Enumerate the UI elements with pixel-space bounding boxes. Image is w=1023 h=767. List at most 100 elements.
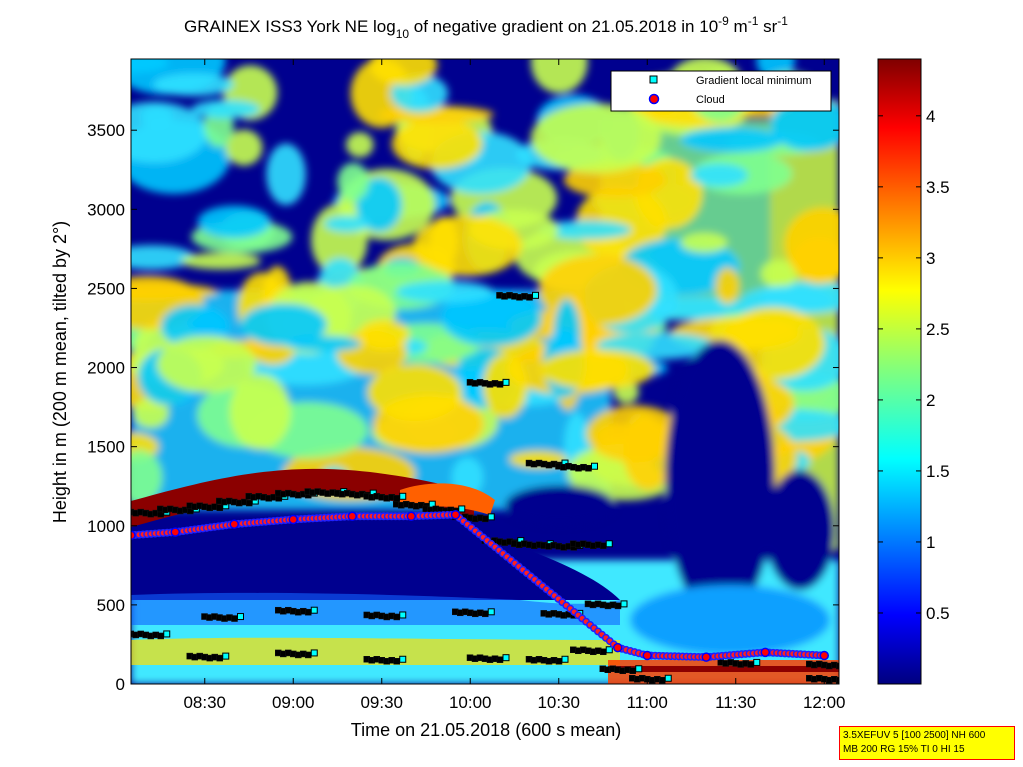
minimum-marker-highlight bbox=[458, 505, 466, 513]
minimum-marker bbox=[246, 499, 253, 507]
heatmap-patch bbox=[225, 129, 263, 166]
x-tick-label: 09:30 bbox=[360, 693, 403, 712]
heatmap-patch bbox=[229, 374, 291, 450]
cloud-marker bbox=[613, 642, 623, 653]
heatmap-patch bbox=[396, 280, 493, 303]
legend-marker-cloud bbox=[648, 93, 660, 105]
heatmap-patch bbox=[153, 72, 234, 97]
heatmap-patch bbox=[680, 127, 784, 153]
x-tick-label: 09:00 bbox=[272, 693, 315, 712]
legend: Gradient local minimum Cloud bbox=[610, 70, 832, 112]
title-part-1: GRAINEX ISS3 York NE log bbox=[184, 17, 396, 36]
minimum-marker bbox=[659, 677, 666, 684]
heatmap-gap bbox=[630, 585, 830, 655]
colorbar-tick-label: 2 bbox=[926, 391, 935, 410]
minimum-marker bbox=[482, 610, 489, 618]
heatmap-patches bbox=[131, 59, 839, 684]
cloud-marker bbox=[450, 509, 461, 520]
minimum-marker-highlight bbox=[222, 652, 230, 660]
minimum-marker bbox=[216, 504, 223, 512]
minimum-marker bbox=[747, 661, 754, 668]
heatmap-area bbox=[131, 59, 848, 684]
data-markers bbox=[131, 291, 848, 684]
title-sup-3: -1 bbox=[777, 14, 788, 28]
minimum-marker bbox=[555, 658, 563, 665]
legend-marker-minimum bbox=[649, 75, 658, 84]
heatmap-patch bbox=[355, 177, 402, 232]
heatmap-layer bbox=[400, 483, 495, 515]
y-tick-label: 2000 bbox=[87, 359, 125, 378]
minimum-marker bbox=[496, 381, 504, 388]
title-part-2: of negative gradient on 21.05.2018 in 10 bbox=[409, 17, 718, 36]
heatmap-patch bbox=[197, 205, 271, 239]
minimum-marker-highlight bbox=[605, 646, 613, 654]
settings-annotation: 3.5XEFUV 5 [100 2500] NH 600 MB 200 RG 1… bbox=[839, 726, 1015, 760]
heatmap-patch bbox=[131, 449, 163, 505]
minimum-marker-highlight bbox=[635, 665, 643, 673]
y-axis-label: Height in m (200 m mean, tilted by 2°) bbox=[50, 221, 70, 523]
heatmap-gap bbox=[765, 470, 835, 590]
colorbar-tick-label: 3.5 bbox=[926, 178, 950, 197]
y-tick-label: 500 bbox=[97, 596, 125, 615]
heatmap-patch bbox=[413, 215, 523, 276]
heatmap-patch bbox=[240, 303, 328, 346]
minimum-marker bbox=[836, 677, 839, 684]
minimum-marker bbox=[836, 662, 839, 670]
cloud-marker bbox=[229, 519, 239, 529]
y-tick-label: 2500 bbox=[87, 279, 125, 298]
colorbar-tick-label: 0.5 bbox=[926, 604, 950, 623]
y-tick-label: 1500 bbox=[87, 438, 125, 457]
annotation-line-1: 3.5XEFUV 5 [100 2500] NH 600 bbox=[843, 730, 986, 741]
plot-frame bbox=[130, 58, 840, 685]
heatmap-patch bbox=[680, 232, 728, 253]
heatmap-patch bbox=[367, 364, 463, 421]
legend-label-minimum: Gradient local minimum bbox=[696, 75, 812, 87]
minimum-marker-highlight bbox=[561, 655, 569, 663]
y-tick-label: 3500 bbox=[87, 121, 125, 140]
minimum-marker-highlight bbox=[310, 606, 318, 614]
cloud-marker bbox=[347, 511, 357, 522]
minimum-marker-highlight bbox=[664, 674, 672, 682]
colorbar-tick-label: 2.5 bbox=[926, 320, 950, 339]
title-part-4: sr bbox=[758, 17, 777, 36]
heatmap-layer-top bbox=[131, 468, 474, 527]
minimum-marker-highlight bbox=[237, 613, 244, 621]
minimum-marker-highlight bbox=[399, 492, 407, 500]
heatmap-patch bbox=[483, 353, 528, 419]
colorbar-tick-label: 4 bbox=[926, 107, 935, 126]
x-axis-ticks: 08:30 09:00 09:30 10:00 10:30 11:00 11:30 12:00 bbox=[183, 59, 846, 712]
minimum-marker bbox=[629, 667, 636, 675]
heatmap-patch bbox=[346, 132, 374, 158]
y-tick-label: 3000 bbox=[87, 200, 125, 219]
heatmap-patch bbox=[369, 59, 438, 86]
minimum-marker-highlight bbox=[310, 649, 318, 657]
heatmap-patch bbox=[715, 267, 740, 305]
minimum-marker-highlight bbox=[399, 611, 407, 619]
minimum-marker bbox=[305, 651, 312, 659]
colorbar-tick-label: 1 bbox=[926, 533, 935, 552]
heatmap-patch bbox=[131, 283, 218, 300]
heatmap-patch bbox=[181, 252, 261, 270]
title-sup-2: -1 bbox=[748, 14, 759, 28]
minimum-marker bbox=[585, 464, 592, 472]
minimum-marker bbox=[231, 615, 238, 622]
title-part-3: m bbox=[729, 17, 748, 36]
cloud-marker bbox=[819, 650, 829, 661]
x-tick-label: 11:30 bbox=[715, 693, 756, 712]
colorbar: 0.5 1 1.5 2 2.5 3 3.5 4 bbox=[877, 58, 950, 685]
minimum-marker-highlight bbox=[502, 378, 510, 386]
minimum-marker-highlight bbox=[532, 291, 539, 299]
title-sub: 10 bbox=[396, 27, 410, 41]
heatmap-patch bbox=[760, 259, 798, 288]
minimum-marker bbox=[216, 654, 223, 662]
minimum-marker-highlight bbox=[591, 462, 598, 470]
minimum-marker-highlight bbox=[842, 661, 848, 667]
y-axis-ticks: 0 500 1000 1500 2000 2500 3000 3500 bbox=[87, 121, 839, 694]
minimum-marker-highlight bbox=[753, 658, 761, 666]
heatmap-patch bbox=[391, 118, 483, 170]
cloud-marker bbox=[642, 650, 652, 661]
heatmap-patch bbox=[191, 99, 261, 119]
annotation-line-2: MB 200 RG 15% TI 0 HI 15 bbox=[843, 744, 965, 755]
heatmap-patch bbox=[358, 319, 410, 351]
